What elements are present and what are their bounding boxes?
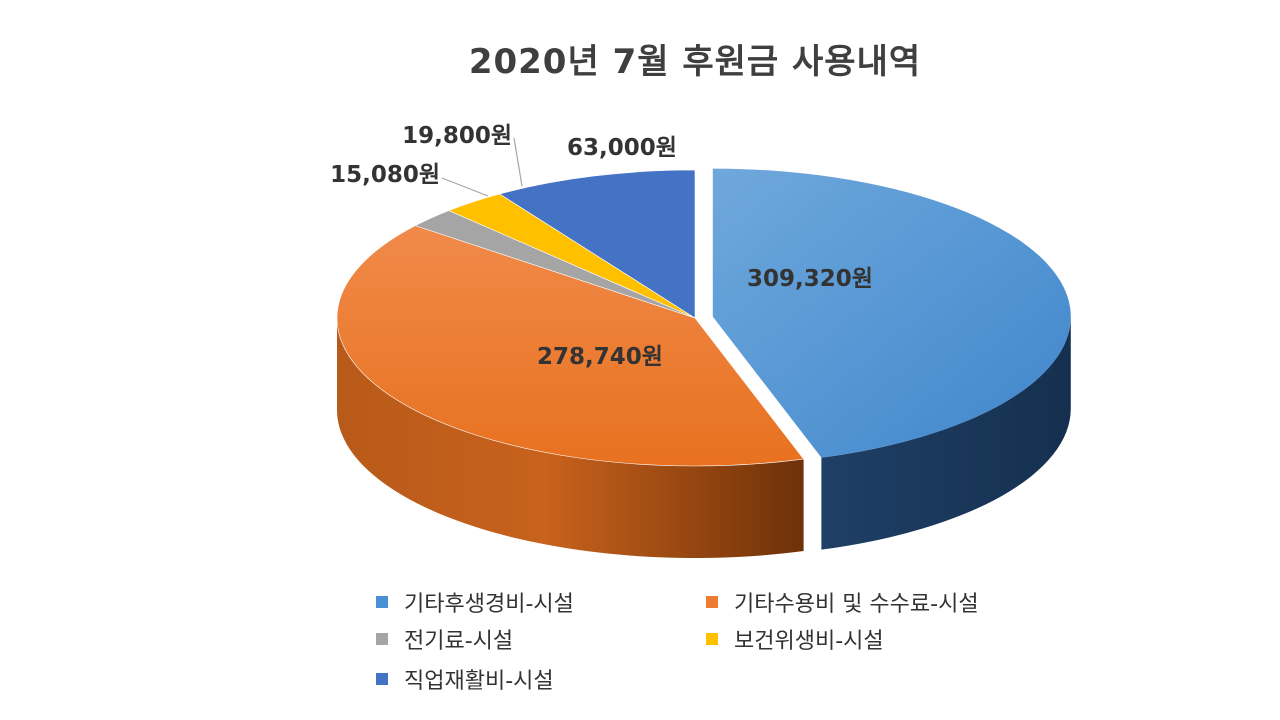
legend-label: 기타수용비 및 수수료-시설 [734, 592, 979, 617]
slice-label-3: 19,800원 [402, 123, 512, 149]
slice-label-1: 278,740원 [537, 344, 663, 370]
slice-labels: 309,320원 278,740원 15,080원 19,800원 63,000원 [330, 123, 873, 370]
legend-swatch [706, 596, 718, 608]
legend-item: 기타수용비 및 수수료-시설 [706, 586, 979, 618]
legend-swatch [706, 633, 718, 645]
legend-item: 기타후생경비-시설 [376, 586, 574, 618]
pie-slice-4 [498, 169, 696, 319]
legend-item: 보건위생비-시설 [706, 623, 884, 655]
leader-line-2 [441, 177, 489, 197]
legend-label: 전기료-시설 [404, 629, 514, 654]
legend-label: 기타후생경비-시설 [404, 592, 574, 617]
pie-side-1 [337, 318, 804, 559]
legend-label: 직업재활비-시설 [404, 669, 554, 694]
pie-slice-1 [336, 225, 805, 467]
legend-swatch [376, 596, 388, 608]
legend-label: 보건위생비-시설 [734, 629, 884, 654]
pie-sides [337, 316, 1071, 559]
pie-side-0 [821, 316, 1071, 550]
legend-item: 전기료-시설 [376, 623, 513, 655]
pie-slice-0 [712, 168, 1071, 458]
legend-item: 직업재활비-시설 [376, 663, 554, 695]
leader-line-3 [513, 137, 523, 187]
slice-label-2: 15,080원 [330, 162, 440, 188]
legend-swatch [376, 633, 388, 645]
slice-label-0: 309,320원 [747, 266, 873, 292]
legend-swatch [376, 673, 388, 685]
pie-tops [336, 168, 1071, 467]
slice-label-4: 63,000원 [567, 135, 677, 161]
chart-title: 2020년 7월 후원금 사용내역 [468, 42, 922, 82]
